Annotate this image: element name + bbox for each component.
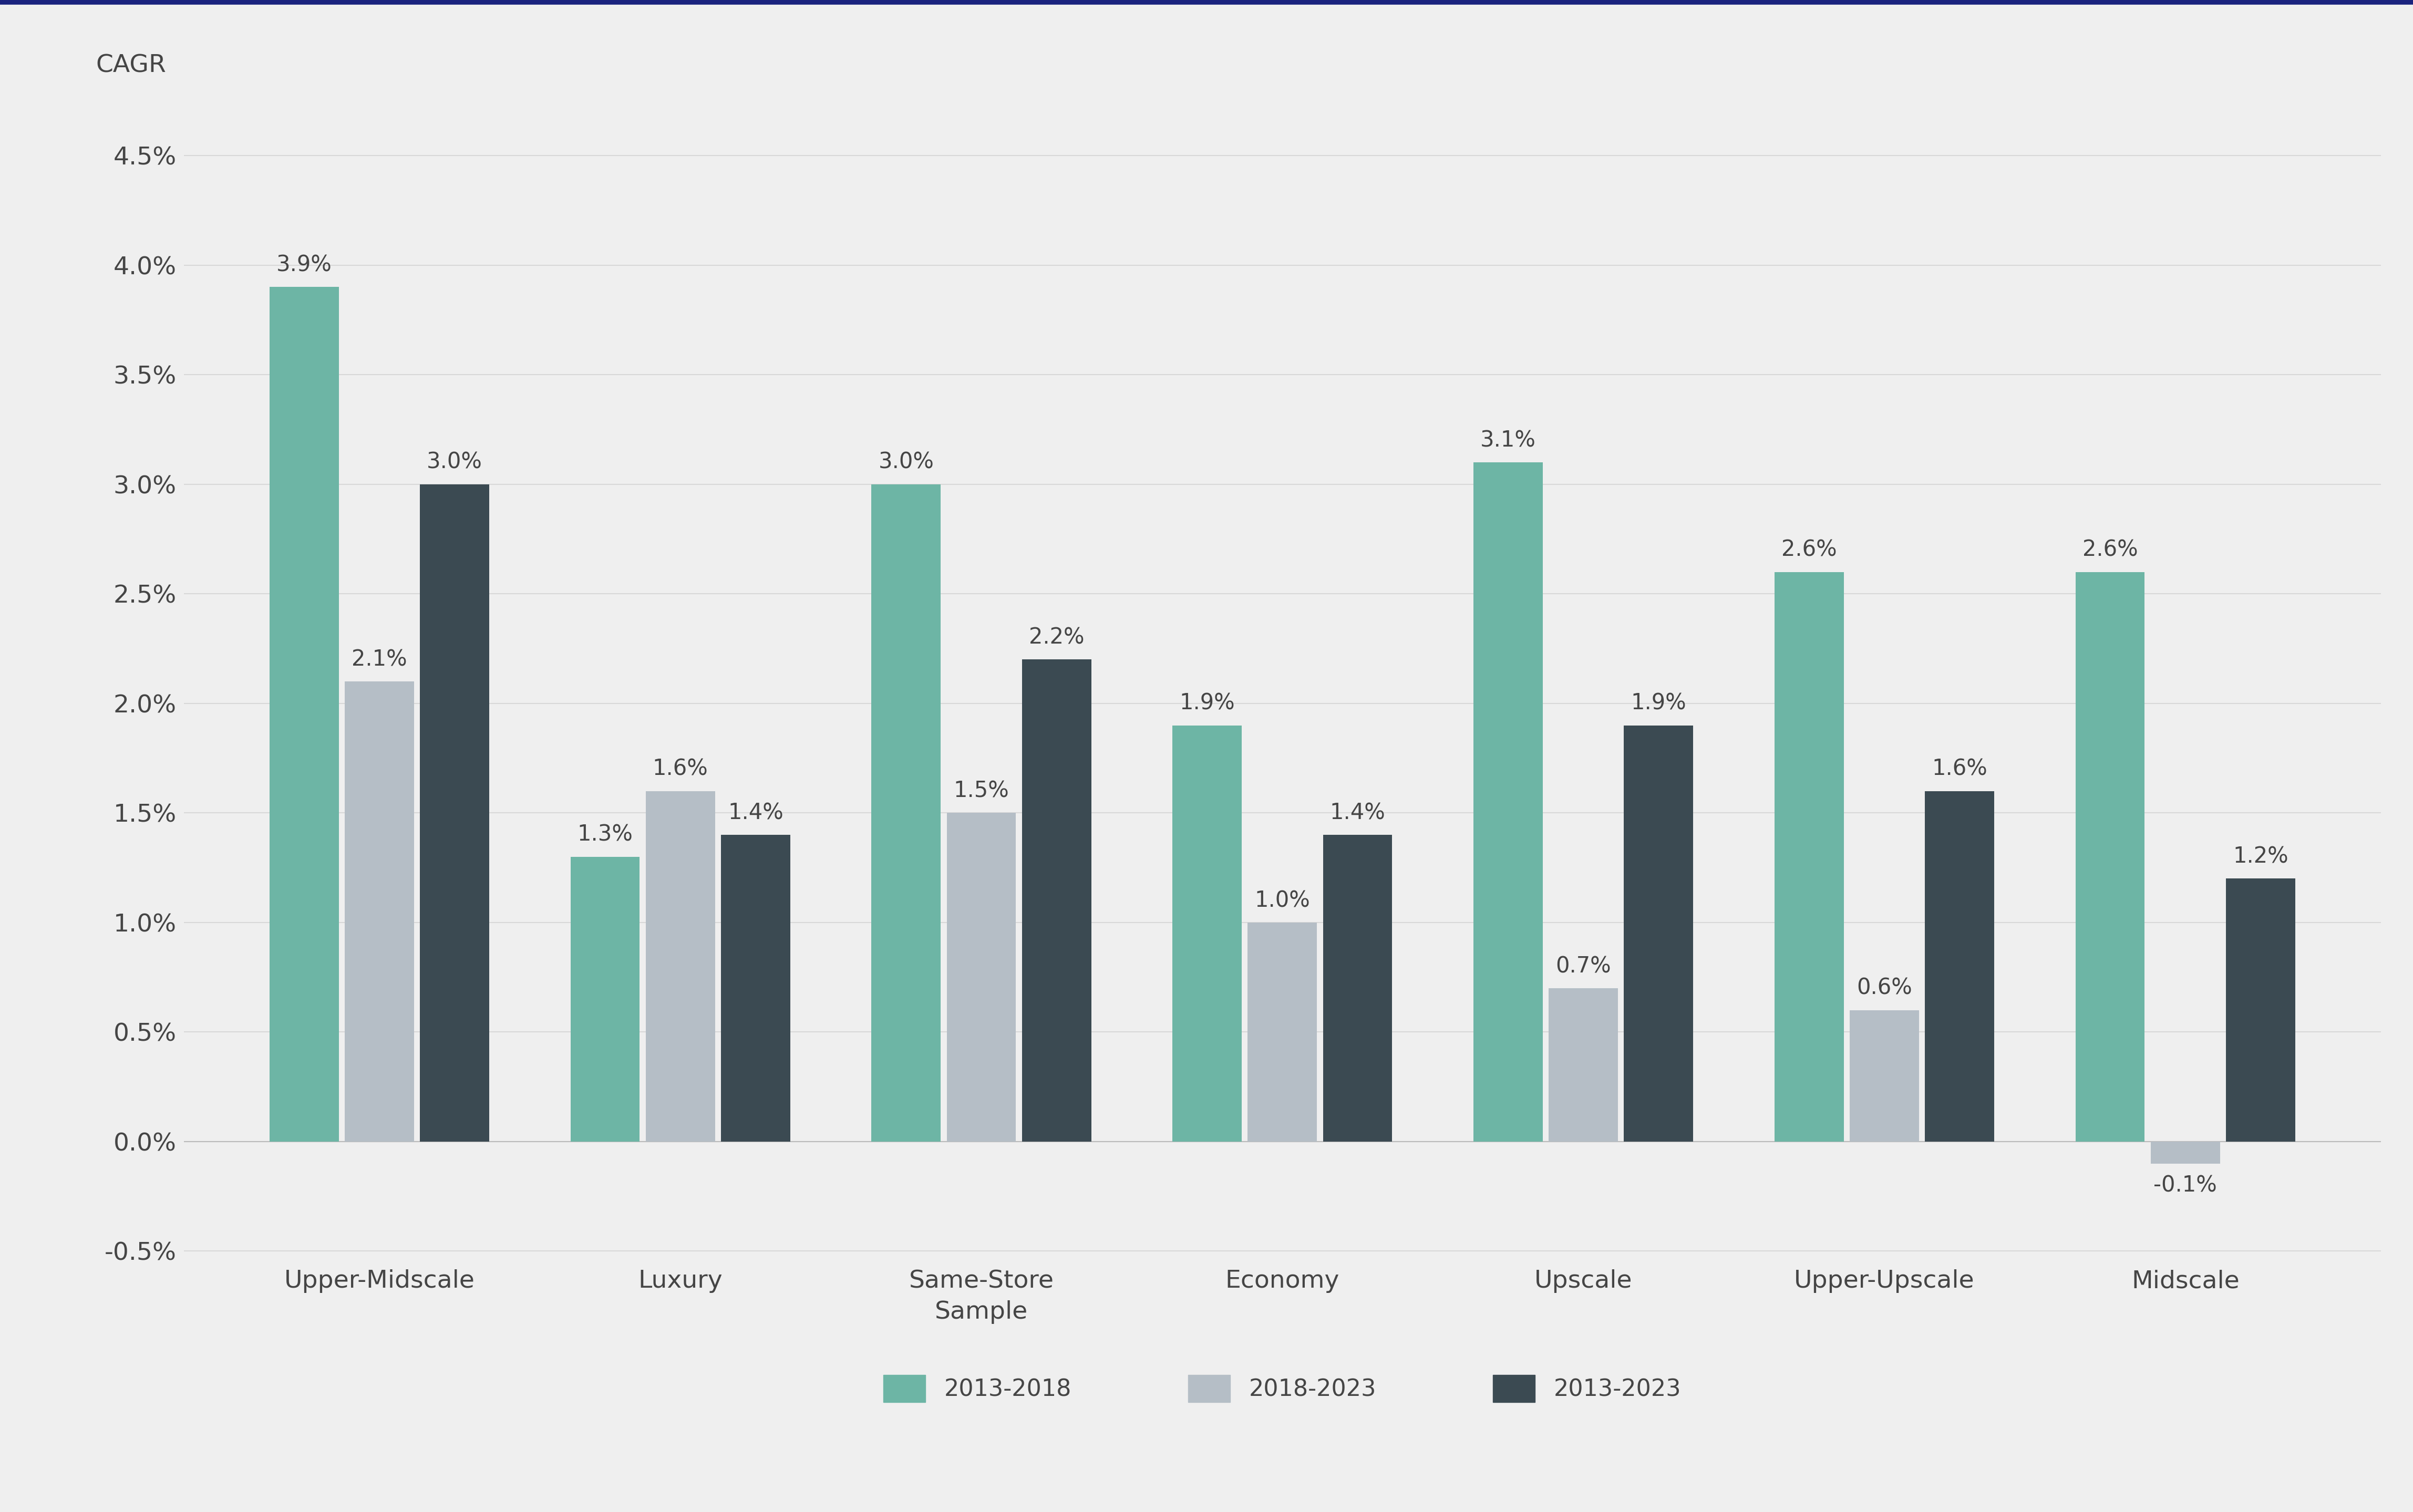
Bar xyxy=(2225,878,2295,1142)
Text: CAGR: CAGR xyxy=(97,53,166,77)
Text: 1.2%: 1.2% xyxy=(2232,845,2288,868)
Text: 2.2%: 2.2% xyxy=(1028,626,1083,649)
Bar xyxy=(569,857,639,1142)
Bar xyxy=(1023,659,1091,1142)
Bar xyxy=(647,791,714,1142)
Bar xyxy=(1851,1010,1918,1142)
Text: 1.0%: 1.0% xyxy=(1255,889,1310,912)
Bar xyxy=(1248,922,1317,1142)
Bar xyxy=(1624,726,1694,1142)
Text: 1.9%: 1.9% xyxy=(1631,692,1687,714)
Bar xyxy=(1774,572,1844,1142)
Text: 3.9%: 3.9% xyxy=(277,254,333,277)
Text: 1.3%: 1.3% xyxy=(577,824,632,845)
Bar xyxy=(2075,572,2145,1142)
Bar xyxy=(1322,835,1392,1142)
Bar xyxy=(1173,726,1243,1142)
Bar xyxy=(946,813,1016,1142)
Text: 1.9%: 1.9% xyxy=(1180,692,1235,714)
Bar xyxy=(270,287,338,1142)
Text: 0.7%: 0.7% xyxy=(1556,956,1612,977)
Text: 0.6%: 0.6% xyxy=(1856,977,1911,999)
Text: 2.6%: 2.6% xyxy=(2082,538,2138,561)
Text: 1.5%: 1.5% xyxy=(953,780,1009,801)
Text: 2.1%: 2.1% xyxy=(352,649,408,670)
Text: 2.6%: 2.6% xyxy=(1781,538,1836,561)
Text: 1.6%: 1.6% xyxy=(1933,758,1988,780)
Legend: 2013-2018, 2018-2023, 2013-2023: 2013-2018, 2018-2023, 2013-2023 xyxy=(874,1365,1692,1411)
Bar xyxy=(1549,989,1619,1142)
Bar xyxy=(420,484,490,1142)
Bar xyxy=(345,682,415,1142)
Bar xyxy=(1474,463,1542,1142)
Bar xyxy=(1926,791,1993,1142)
Bar xyxy=(721,835,789,1142)
Bar xyxy=(871,484,941,1142)
Text: 3.0%: 3.0% xyxy=(427,451,483,473)
Text: 1.4%: 1.4% xyxy=(1330,801,1385,824)
Bar xyxy=(2150,1142,2220,1164)
Text: -0.1%: -0.1% xyxy=(2155,1175,2218,1196)
Text: 3.1%: 3.1% xyxy=(1479,429,1537,452)
Text: 3.0%: 3.0% xyxy=(878,451,934,473)
Text: 1.4%: 1.4% xyxy=(729,801,784,824)
Text: 1.6%: 1.6% xyxy=(652,758,707,780)
